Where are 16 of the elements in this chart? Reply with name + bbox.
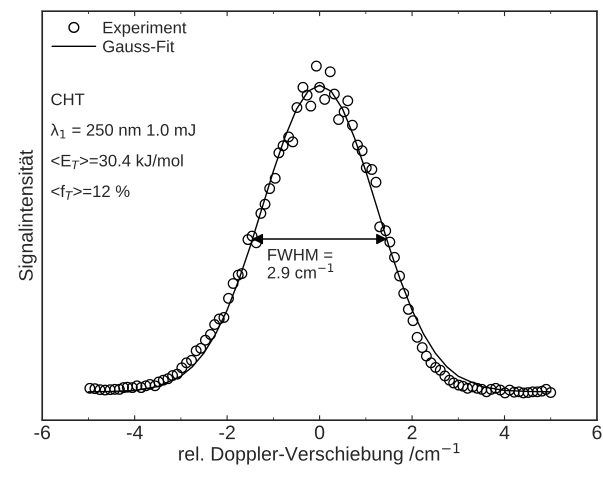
x-tick-label: 4 xyxy=(500,426,510,440)
legend-label: Gauss-Fit xyxy=(103,40,174,52)
annotation: FWHM = 2.9 cm$^{−1}$ xyxy=(268,249,334,278)
x-axis-title: rel. Doppler-Verschiebung /cm$^{−1}$ xyxy=(179,443,460,465)
x-tick-label: -6 xyxy=(34,426,50,440)
x-tick-label: 0 xyxy=(314,426,324,440)
annotation: CHT xyxy=(51,93,84,106)
x-tick-label: 2 xyxy=(408,426,416,440)
x-tick-label: -4 xyxy=(126,426,143,440)
annotation: <f$_{T}$>=12 % xyxy=(51,184,130,200)
x-tick-label: -2 xyxy=(219,426,235,440)
legend-label: Experiment xyxy=(104,21,186,37)
x-tick-label: 6 xyxy=(592,426,602,440)
y-axis-title: Signalintensität xyxy=(18,150,37,281)
annotation: <E$_{T}$>=30.4 kJ/mol xyxy=(51,154,183,170)
annotation: λ$_{1}$ = 250 nm 1.0 mJ xyxy=(50,124,195,138)
